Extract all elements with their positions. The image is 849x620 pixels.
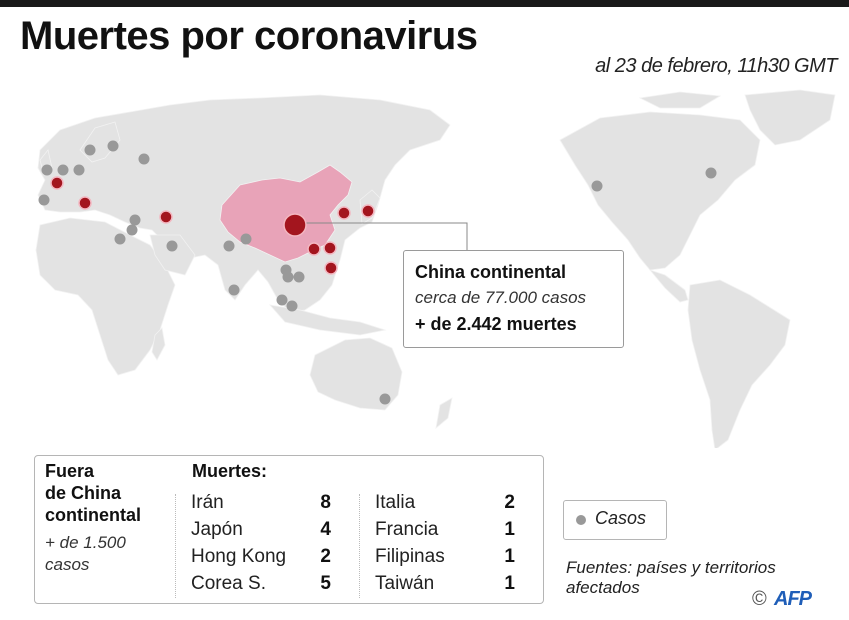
legend: Casos xyxy=(563,500,667,540)
australia xyxy=(309,337,403,411)
death-markers xyxy=(50,176,375,275)
country: Taiwán xyxy=(375,573,435,594)
death-count: 1 xyxy=(504,573,515,594)
country: Italia xyxy=(375,492,416,513)
deaths-row: Taiwán 1 xyxy=(375,570,515,597)
outside-china-panel: Fuera de China continental + de 1.500 ca… xyxy=(34,455,544,604)
country: Japón xyxy=(191,519,243,540)
country: Corea S. xyxy=(191,573,266,594)
country: Hong Kong xyxy=(191,546,287,567)
death-count: 4 xyxy=(320,519,331,540)
afp-logo: AFP xyxy=(774,588,812,610)
deaths-row: Italia 2 xyxy=(375,489,515,516)
death-count: 1 xyxy=(504,519,515,540)
copyright-icon: © xyxy=(752,588,767,610)
china-callout-cases: cerca de 77.000 casos xyxy=(415,288,587,307)
deaths-row: Corea S. 5 xyxy=(191,570,331,597)
sources-note: Fuentes: países y territorios afectados xyxy=(566,558,776,597)
north-america xyxy=(559,111,761,271)
deaths-row: Japón 4 xyxy=(191,516,331,543)
country: Irán xyxy=(191,492,224,513)
divider xyxy=(359,494,360,598)
china-callout-deaths: + de 2.442 muertes xyxy=(415,314,577,334)
top-bar xyxy=(0,0,849,7)
outside-cases-1: + de 1.500 xyxy=(45,533,126,552)
callout-leader-line xyxy=(296,222,468,250)
outside-heading-1: Fuera xyxy=(45,461,95,481)
page-title: Muertes por coronavirus xyxy=(20,14,478,58)
death-count: 5 xyxy=(320,573,331,594)
divider xyxy=(175,494,176,598)
case-dot-icon xyxy=(576,515,586,525)
death-count: 1 xyxy=(504,546,515,567)
outside-cases-2: casos xyxy=(45,555,90,574)
deaths-row: Filipinas 1 xyxy=(375,543,515,570)
date-subtitle: al 23 de febrero, 11h30 GMT xyxy=(595,55,837,77)
legend-cases-label: Casos xyxy=(595,508,647,528)
country: Filipinas xyxy=(375,546,445,567)
deaths-column-2: Italia 2 Francia 1 Filipinas 1 Taiwán 1 xyxy=(375,489,515,597)
deaths-title: Muertes: xyxy=(192,461,268,481)
death-count: 2 xyxy=(320,546,331,567)
deaths-column-1: Irán 8 Japón 4 Hong Kong 2 Corea S. 5 xyxy=(191,489,331,597)
deaths-row: Hong Kong 2 xyxy=(191,543,331,570)
country: Francia xyxy=(375,519,439,540)
deaths-row: Francia 1 xyxy=(375,516,515,543)
deaths-row: Irán 8 xyxy=(191,489,331,516)
world-map xyxy=(35,89,836,448)
china-callout-title: China continental xyxy=(415,262,567,282)
south-america xyxy=(687,279,791,448)
outside-heading-3: continental xyxy=(45,505,142,525)
africa xyxy=(35,217,176,376)
death-count: 2 xyxy=(504,492,515,513)
death-count: 8 xyxy=(320,492,331,513)
outside-heading-2: de China xyxy=(45,483,122,503)
outside-china-summary: Fuera de China continental + de 1.500 ca… xyxy=(45,460,170,576)
case-markers xyxy=(38,140,717,405)
china-callout: China continental cerca de 77.000 casos … xyxy=(403,250,624,348)
china-region xyxy=(219,164,353,263)
